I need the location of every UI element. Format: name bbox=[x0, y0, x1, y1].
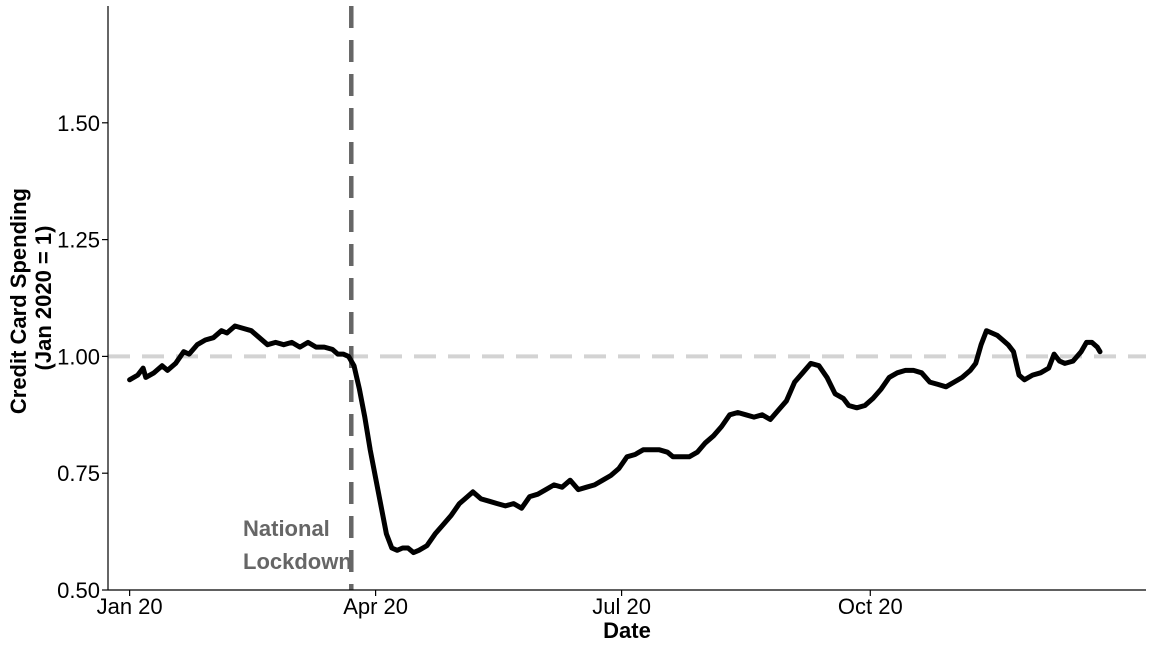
y-axis-title-line-2: (Jan 2020 = 1) bbox=[31, 226, 56, 371]
y-tick-label: 1.50 bbox=[57, 111, 100, 136]
annotation-line-national: National bbox=[243, 516, 330, 541]
lockdown-annotation: National Lockdown bbox=[243, 516, 352, 574]
axes bbox=[107, 6, 1146, 591]
y-tick-label: 1.25 bbox=[57, 228, 100, 253]
x-tick-label: Oct 20 bbox=[838, 594, 903, 619]
y-axis-title: Credit Card Spending (Jan 2020 = 1) bbox=[6, 182, 56, 414]
y-tick-label: 0.75 bbox=[57, 461, 100, 486]
x-tick-label: Jul 20 bbox=[592, 594, 651, 619]
x-ticks: Jan 20 Apr 20 Jul 20 Oct 20 bbox=[97, 590, 903, 619]
annotation-line-lockdown: Lockdown bbox=[243, 549, 352, 574]
reference-lines bbox=[108, 6, 1146, 590]
x-tick-label: Jan 20 bbox=[97, 594, 163, 619]
x-axis-title: Date bbox=[603, 618, 651, 643]
y-axis-title-line-1: Credit Card Spending bbox=[6, 188, 31, 414]
x-tick-label: Apr 20 bbox=[343, 594, 408, 619]
y-ticks: 0.50 0.75 1.00 1.25 1.50 bbox=[57, 111, 108, 603]
y-tick-label: 1.00 bbox=[57, 344, 100, 369]
spending-series-line bbox=[127, 323, 1103, 556]
series-layer bbox=[127, 323, 1103, 556]
y-tick-label: 0.50 bbox=[57, 578, 100, 603]
